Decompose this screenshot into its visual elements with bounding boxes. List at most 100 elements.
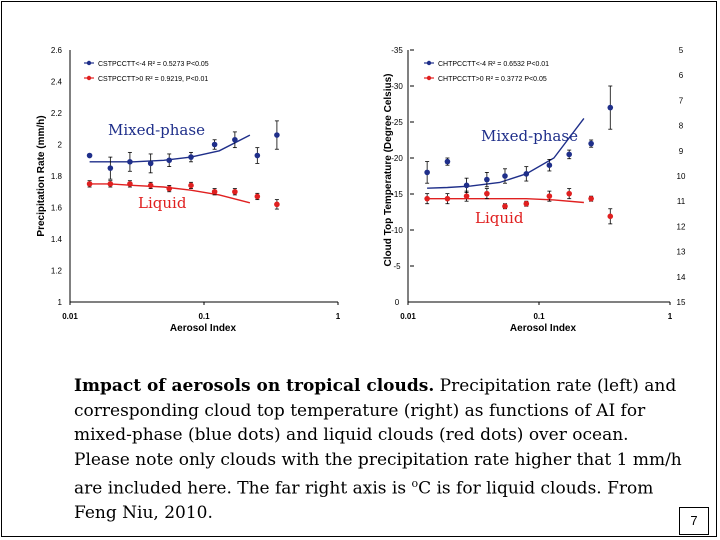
- right-mixed-trendline: [427, 117, 585, 189]
- left-y-axis-title: Precipitation Rate (mm/h): [36, 115, 47, 236]
- far-right-y-tick-label: 5: [679, 46, 684, 55]
- far-right-y-tick-label: 9: [679, 147, 684, 156]
- caption-degree-superscript: o: [411, 477, 419, 490]
- far-right-y-tick-label: 6: [679, 71, 684, 80]
- right-liquid-point: [546, 193, 553, 199]
- right-liquid-label: Liquid: [475, 209, 524, 227]
- figure-caption: Impact of aerosols on tropical clouds. P…: [74, 374, 684, 526]
- right-mixed-point: [588, 140, 594, 147]
- right-y-tick-label: -25: [391, 118, 403, 127]
- right-mixed-point: [444, 158, 451, 165]
- page-number: 7: [679, 507, 709, 535]
- left-y-tick-label: 1: [58, 298, 63, 307]
- right-y-axis-title: Cloud Top Temperature (Degree Celsius): [383, 74, 394, 267]
- far-right-y-tick-label: 11: [677, 197, 686, 206]
- left-liquid-legend-marker: [86, 75, 92, 81]
- left-mixed-point: [86, 152, 93, 159]
- left-mixed-phase-label: Mixed-phase: [108, 121, 205, 139]
- left-x-tick-label: 1: [336, 312, 341, 321]
- caption-bold: Impact of aerosols on tropical clouds.: [74, 376, 435, 396]
- right-y-tick-label: -10: [391, 226, 403, 235]
- right-y-tick-label: -20: [391, 154, 403, 163]
- left-y-tick-label: 1.8: [51, 172, 63, 181]
- far-right-y-tick-label: 10: [677, 172, 686, 181]
- far-right-y-tick-label: 13: [677, 248, 686, 257]
- right-mixed-point: [502, 173, 508, 179]
- left-liquid-point: [232, 188, 238, 195]
- right-mixed-legend-marker: [426, 60, 432, 66]
- left-mixed-point: [232, 136, 238, 143]
- right-liquid-point: [566, 190, 572, 197]
- left-liquid-point: [188, 182, 194, 189]
- left-liquid-point: [107, 181, 114, 187]
- right-liquid-point: [484, 190, 490, 197]
- right-liquid-point: [444, 195, 451, 202]
- right-liquid-point: [502, 203, 508, 210]
- left-x-tick-label: 0.01: [62, 312, 78, 321]
- right-mixed-point: [523, 171, 530, 177]
- right-mixed-point: [607, 104, 614, 111]
- left-y-tick-label: 1.2: [51, 267, 63, 276]
- left-y-tick-label: 2.4: [51, 78, 63, 87]
- far-right-y-tick-label: 14: [677, 273, 686, 282]
- right-mixed-legend-text: CHTPCCTT<-4 R² = 0.6532 P<0.01: [438, 61, 549, 68]
- right-liquid-point: [523, 200, 530, 207]
- right-liquid-point: [588, 195, 594, 202]
- left-mixed-point: [188, 154, 194, 160]
- left-liquid-point: [147, 182, 154, 189]
- right-liquid-point: [607, 213, 614, 220]
- left-mixed-point: [274, 132, 280, 138]
- right-liquid-trendline: [427, 197, 584, 204]
- right-liquid-point: [463, 193, 470, 199]
- right-y-tick-label: -30: [391, 82, 403, 91]
- left-mixed-point: [107, 165, 114, 171]
- right-mixed-point: [566, 151, 572, 158]
- right-liquid-legend-text: CHTPCCTT>0 R² = 0.3772 P<0.05: [438, 76, 547, 83]
- right-y-tick-label: -35: [391, 46, 403, 55]
- right-liquid-point: [424, 195, 430, 202]
- right-mixed-point: [463, 182, 470, 189]
- left-liquid-point: [127, 181, 133, 187]
- left-mixed-legend-marker: [86, 60, 92, 66]
- left-mixed-point: [127, 159, 133, 165]
- left-x-axis-title: Aerosol Index: [170, 323, 237, 334]
- right-liquid-legend-marker: [426, 75, 432, 81]
- left-y-tick-label: 1.4: [51, 235, 63, 244]
- right-y-tick-label: -5: [393, 262, 401, 271]
- left-liquid-point: [166, 185, 173, 192]
- left-liquid-point: [254, 193, 261, 200]
- left-y-tick-label: 2: [58, 141, 63, 150]
- right-mixed-phase-label: Mixed-phase: [481, 127, 578, 145]
- left-mixed-point: [166, 157, 173, 164]
- charts-canvas: 1 1.2 1.4 1.6 1.8 2 2.2 2.4 2.6 0.01 0.1 1 Aerosol I…: [36, 46, 686, 334]
- far-right-y-tick-label: 7: [679, 96, 684, 105]
- left-liquid-label: Liquid: [138, 194, 187, 212]
- left-liquid-point: [86, 181, 93, 187]
- far-right-y-tick-label: 8: [679, 122, 684, 131]
- left-mixed-point: [254, 152, 261, 159]
- right-mixed-point: [484, 176, 490, 183]
- left-liquid-point: [211, 188, 218, 195]
- right-mixed-point: [546, 162, 553, 168]
- right-x-tick-label: 0.01: [400, 312, 416, 321]
- left-liquid-point: [274, 201, 280, 208]
- right-x-tick-label: 1: [668, 312, 673, 321]
- right-x-tick-label: 0.1: [533, 312, 545, 321]
- left-y-tick-label: 2.2: [51, 109, 63, 118]
- caption-text: Precipitation rate (left) and correspond…: [74, 376, 682, 499]
- left-x-tick-label: 0.1: [198, 312, 210, 321]
- right-mixed-point: [424, 169, 430, 176]
- far-right-y-tick-label: 12: [677, 222, 686, 231]
- left-mixed-point: [211, 141, 218, 148]
- far-right-y-tick-label: 15: [677, 298, 686, 307]
- caption-text-end: C is for liquid clouds. From Feng Niu, 2…: [74, 478, 654, 524]
- left-mixed-legend-text: CSTPCCTT<-4 R² = 0.5273 P<0.05: [98, 61, 209, 68]
- right-y-tick-label: -15: [391, 190, 403, 199]
- right-y-tick-label: 0: [395, 298, 400, 307]
- left-mixed-point: [147, 160, 154, 167]
- left-liquid-legend-text: CSTPCCTT>0 R² = 0.9219, P<0.01: [98, 76, 208, 83]
- left-y-tick-label: 1.6: [51, 204, 63, 213]
- right-x-axis-title: Aerosol Index: [510, 323, 577, 334]
- left-y-tick-label: 2.6: [51, 46, 63, 55]
